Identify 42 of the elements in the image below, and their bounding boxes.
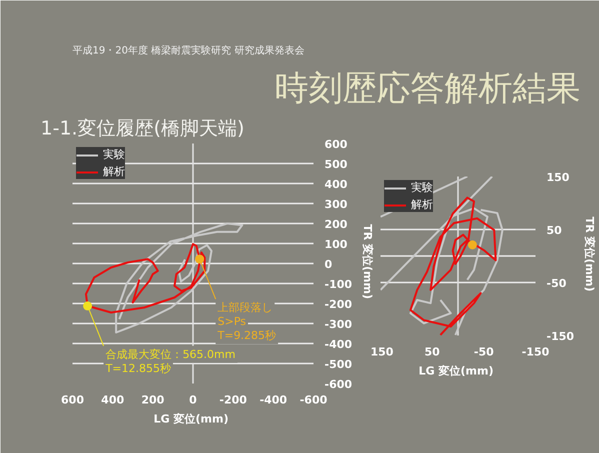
x-tick-label: -600 [300,394,328,406]
x-tick-label: 150 [370,346,394,358]
y-tick-label: -600 [324,378,352,391]
y-tick-label: -150 [546,330,574,343]
line-series [84,243,206,314]
legend-label: 実験 [411,180,433,195]
annotation: 上部段落し S>Ps T=9.285秒 [216,301,276,342]
y-tick-label: -50 [546,277,567,290]
legend-label: 解析 [411,197,433,212]
x-tick-label: 50 [424,346,440,358]
y-tick-label: 50 [546,224,562,237]
x-tick-label: -50 [474,346,494,358]
x-tick-label: 600 [61,394,84,406]
y-tick-label: 0 [324,258,332,271]
x-tick-label: 0 [189,394,198,406]
y-tick-label: 100 [324,238,348,251]
y-tick-label: 200 [324,218,348,231]
line-series [409,196,497,336]
x-axis-title: LG 変位(mm) [154,412,229,426]
x-tick-label: -150 [522,346,550,358]
y-tick-label: -300 [324,318,352,331]
y-tick-label: -200 [324,298,352,311]
text: 時刻歴応答解析結果 [274,68,580,108]
y-tick-label: 400 [324,178,348,191]
x-tick-label: -400 [260,394,288,406]
annotation: 合成最大変位：565.0mm T=12.855秒 [104,348,236,375]
y-tick-label: 150 [546,171,570,184]
x-tick-label: -200 [219,394,248,406]
y-tick-label: 300 [324,198,348,211]
legend-label: 実験 [103,147,125,162]
legend-label: 解析 [103,164,125,179]
y-tick-label: -500 [324,358,352,371]
text: 平成19・20年度 橋梁耐震実験研究 研究成果発表会 [72,44,304,56]
y-tick-label: 600 [324,138,348,151]
x-tick-label: 400 [101,394,124,406]
y-axis-title: TR 変位(mm) [361,224,374,299]
y-tick-label: -100 [324,278,352,291]
y-axis-title: TR 変位(mm) [583,216,596,292]
chart-subtitle: 1-1.変位履歴(橋脚天端) [40,118,244,140]
x-tick-label: 200 [141,394,165,406]
x-axis-title: LG 変位(mm) [418,364,494,378]
y-tick-label: 500 [324,158,348,171]
